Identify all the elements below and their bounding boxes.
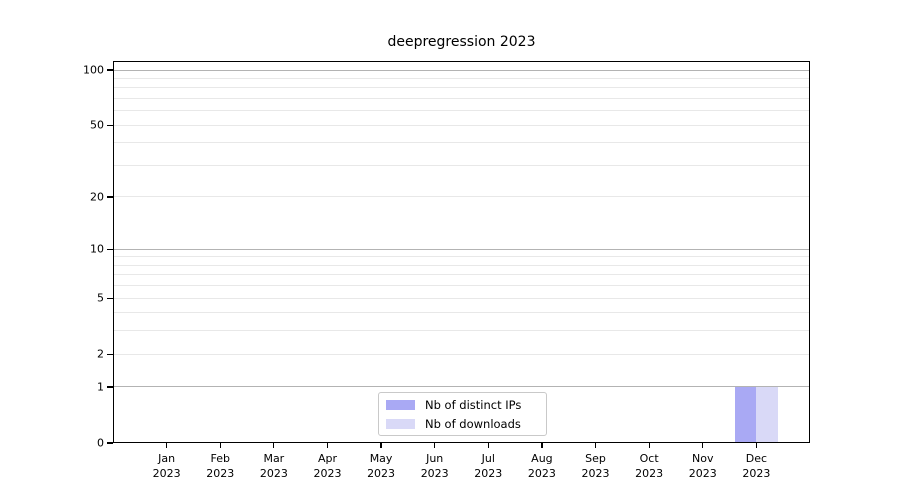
y-tick-label: 10 (90, 242, 104, 256)
gridline-minor (113, 285, 810, 287)
y-tick-mark (107, 248, 113, 250)
x-tick-mark (648, 443, 650, 448)
y-tick-mark (107, 124, 113, 126)
y-tick-mark (107, 297, 113, 299)
y-tick-label: 5 (97, 291, 104, 305)
gridline-major (113, 386, 810, 388)
x-tick-mark (326, 443, 329, 448)
x-tick-label: Jan 2023 (152, 452, 181, 480)
x-tick-label: Feb 2023 (206, 452, 235, 480)
legend-entry: Nb of distinct IPs (386, 398, 546, 412)
y-tick-label: 2 (97, 347, 104, 361)
x-tick-label: Nov 2023 (688, 452, 717, 480)
y-tick-mark (107, 386, 113, 388)
gridline-minor (113, 256, 810, 258)
x-tick-label: May 2023 (367, 452, 396, 480)
y-tick-mark (107, 353, 113, 355)
x-tick-mark (541, 443, 543, 448)
y-tick-label: 100 (83, 63, 104, 77)
gridline-minor (113, 87, 810, 89)
x-tick-label: Aug 2023 (527, 452, 556, 480)
y-tick-mark (107, 69, 113, 71)
gridline-minor (113, 124, 810, 126)
chart-title: deepregression 2023 (387, 34, 536, 50)
gridline-major (113, 69, 810, 71)
x-tick-label: Jun 2023 (420, 452, 449, 480)
y-tick-label: 20 (90, 190, 104, 204)
x-tick-mark (380, 443, 382, 448)
x-tick-mark (273, 443, 275, 448)
x-tick-mark (434, 443, 436, 448)
x-tick-mark (219, 443, 221, 448)
x-tick-label: Apr 2023 (313, 452, 342, 480)
y-tick-label: 50 (90, 118, 104, 132)
gridline-minor (113, 312, 810, 314)
y-tick-label: 1 (97, 380, 104, 394)
x-tick-mark (487, 443, 489, 448)
gridline-minor (113, 77, 810, 79)
x-tick-mark (702, 443, 704, 448)
gridline-major (113, 248, 810, 250)
y-tick-mark (107, 196, 113, 198)
x-tick-label: Oct 2023 (635, 452, 664, 480)
gridline-minor (113, 264, 810, 266)
gridline-minor (113, 110, 810, 112)
x-tick-mark (166, 443, 168, 448)
gridline-minor (113, 330, 810, 332)
gridline-minor (113, 353, 810, 355)
legend-label: Nb of downloads (425, 416, 521, 431)
gridline-minor (113, 142, 810, 144)
gridline-minor (113, 98, 810, 100)
gridline-minor (113, 165, 810, 166)
bar-distinct-ips (734, 386, 757, 443)
y-tick-mark (107, 442, 113, 444)
x-tick-label: Jul 2023 (474, 452, 503, 480)
x-tick-mark (594, 443, 597, 448)
x-tick-label: Mar 2023 (259, 452, 288, 480)
gridline-minor (113, 297, 810, 299)
legend: Nb of distinct IPs Nb of downloads (378, 392, 547, 436)
x-tick-mark (755, 443, 757, 448)
gridline-minor (113, 274, 810, 276)
gridline-minor (113, 196, 810, 198)
x-tick-label: Sep 2023 (581, 452, 610, 480)
x-tick-label: Dec 2023 (742, 452, 771, 480)
legend-label: Nb of distinct IPs (425, 397, 522, 412)
bar-downloads (756, 386, 778, 443)
legend-swatch (386, 399, 415, 410)
y-tick-label: 0 (97, 436, 104, 450)
legend-entry: Nb of downloads (386, 417, 546, 431)
legend-swatch (386, 418, 415, 429)
